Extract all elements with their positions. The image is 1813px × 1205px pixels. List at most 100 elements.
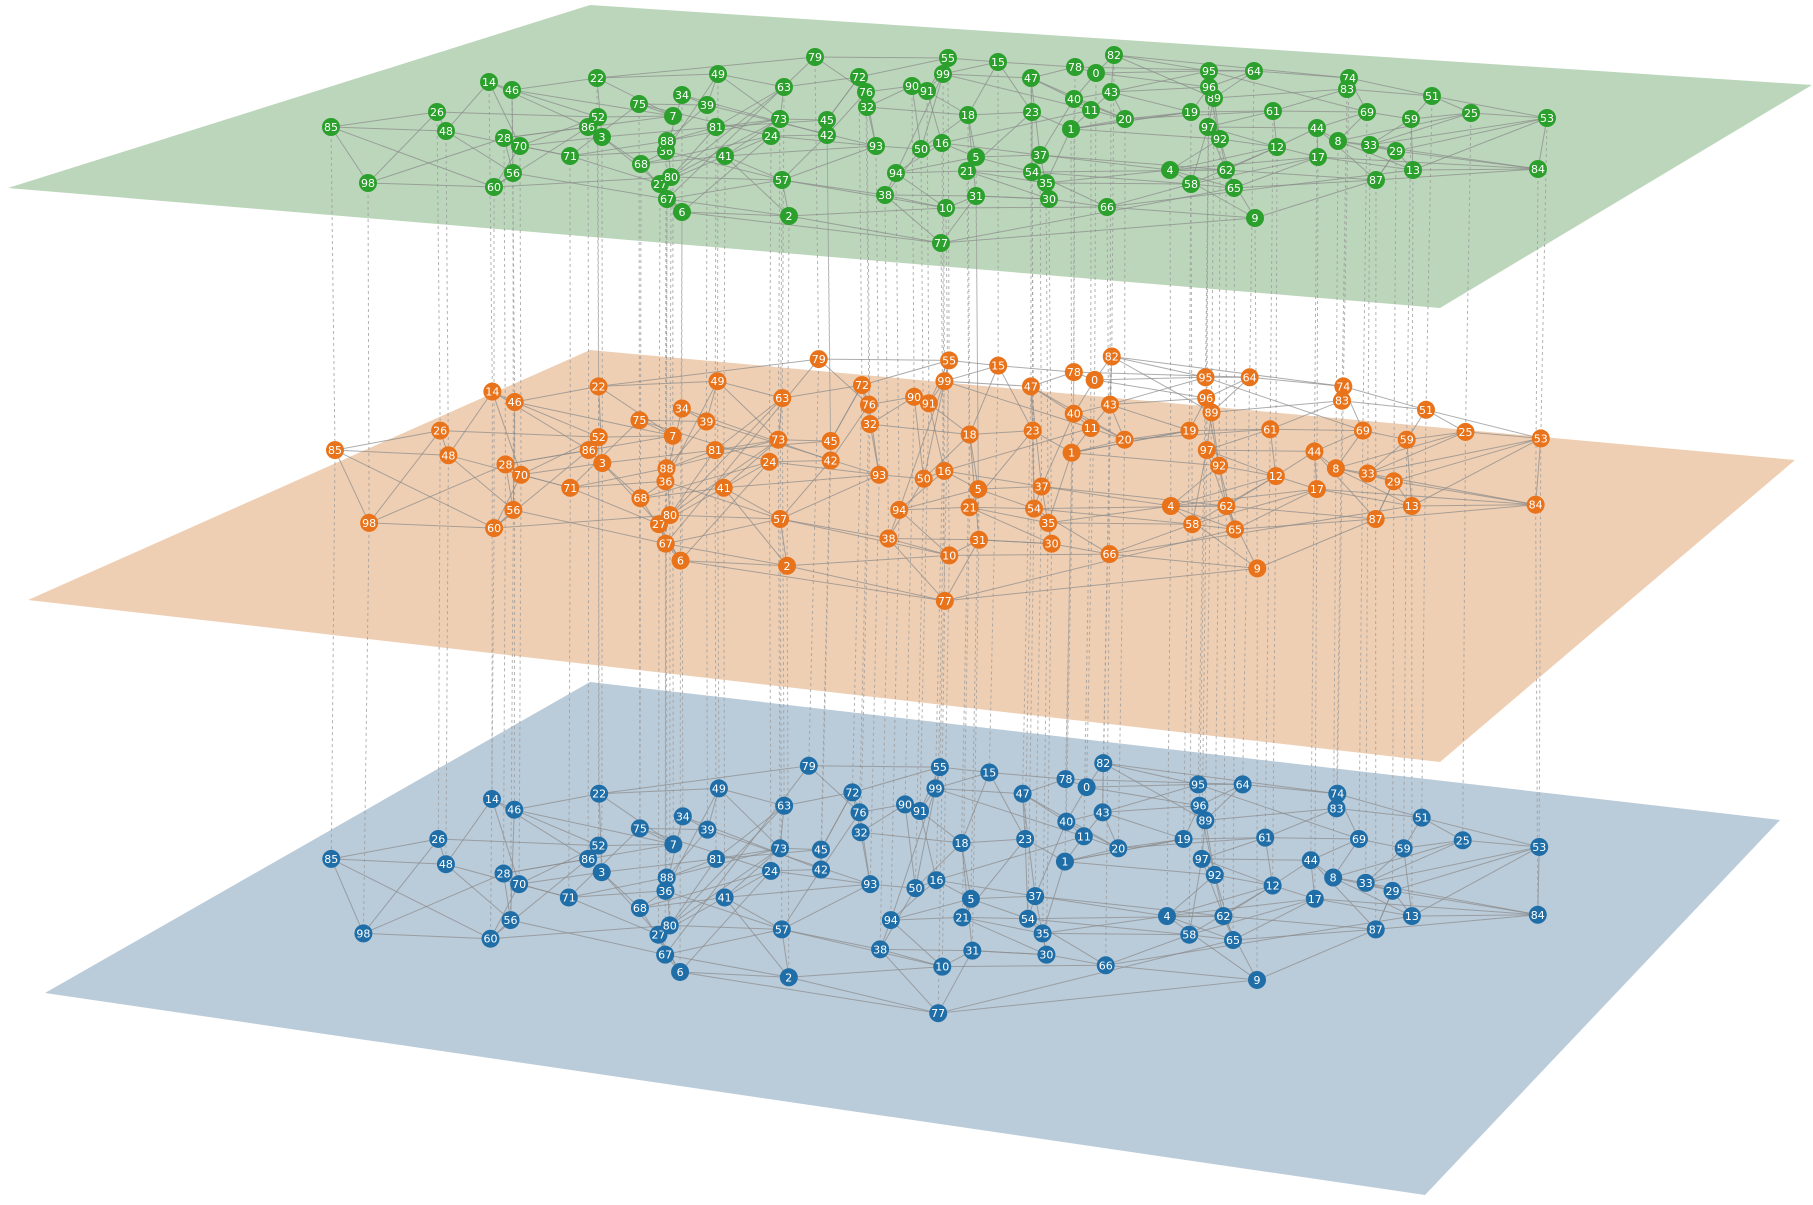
node-label: 96: [1192, 800, 1206, 813]
edge-middle-79-55: [819, 359, 949, 360]
node-label: 71: [563, 482, 577, 495]
node-label: 10: [942, 549, 956, 562]
node-middle-63: 63: [773, 389, 791, 407]
node-label: 46: [505, 84, 519, 97]
node-label: 85: [328, 444, 342, 457]
node-top-84: 84: [1529, 160, 1547, 178]
node-label: 73: [773, 113, 787, 126]
node-label: 71: [562, 891, 576, 904]
node-middle-83: 83: [1333, 392, 1351, 410]
node-label: 80: [663, 509, 677, 522]
node-bottom-31: 31: [963, 942, 981, 960]
node-label: 23: [1018, 833, 1032, 846]
node-top-11: 11: [1082, 101, 1100, 119]
node-bottom-98: 98: [354, 924, 372, 942]
node-label: 32: [863, 418, 877, 431]
node-top-96: 96: [1200, 78, 1218, 96]
node-top-9: 9: [1246, 209, 1264, 227]
node-middle-32: 32: [861, 415, 879, 433]
node-bottom-45: 45: [812, 841, 830, 859]
node-top-75: 75: [630, 95, 648, 113]
node-top-39: 39: [698, 96, 716, 114]
node-middle-19: 19: [1180, 422, 1198, 440]
node-middle-94: 94: [890, 501, 908, 519]
node-middle-8: 8: [1327, 459, 1345, 477]
edge-middle-15-78: [998, 366, 1074, 373]
node-label: 51: [1425, 90, 1439, 103]
node-label: 42: [824, 455, 838, 468]
node-label: 26: [433, 425, 447, 438]
node-middle-93: 93: [870, 466, 888, 484]
node-label: 28: [497, 868, 511, 881]
node-bottom-99: 99: [926, 779, 944, 797]
node-bottom-38: 38: [871, 940, 889, 958]
node-top-18: 18: [959, 106, 977, 124]
node-middle-25: 25: [1457, 423, 1475, 441]
node-label: 46: [507, 804, 521, 817]
node-label: 21: [963, 501, 977, 514]
node-label: 3: [599, 457, 606, 470]
node-label: 6: [679, 206, 686, 219]
node-label: 89: [1205, 406, 1219, 419]
node-label: 86: [581, 853, 595, 866]
node-bottom-54: 54: [1019, 910, 1037, 928]
node-top-47: 47: [1022, 69, 1040, 87]
node-bottom-39: 39: [698, 821, 716, 839]
node-middle-2: 2: [778, 557, 796, 575]
node-bottom-29: 29: [1384, 882, 1402, 900]
node-label: 60: [484, 933, 498, 946]
node-bottom-16: 16: [927, 871, 945, 889]
node-bottom-13: 13: [1403, 907, 1421, 925]
node-label: 31: [972, 534, 986, 547]
node-label: 79: [812, 353, 826, 366]
node-label: 59: [1397, 842, 1411, 855]
node-label: 2: [785, 971, 792, 984]
node-label: 88: [660, 872, 674, 885]
node-label: 84: [1531, 909, 1545, 922]
node-label: 85: [324, 121, 338, 134]
node-middle-70: 70: [512, 466, 530, 484]
node-label: 89: [1198, 814, 1212, 827]
node-label: 4: [1163, 910, 1170, 923]
node-label: 76: [852, 806, 866, 819]
node-label: 35: [1041, 517, 1055, 530]
node-label: 47: [1016, 788, 1030, 801]
node-label: 35: [1036, 927, 1050, 940]
node-label: 98: [361, 177, 375, 190]
node-bottom-25: 25: [1454, 831, 1472, 849]
node-label: 76: [859, 86, 873, 99]
node-middle-38: 38: [879, 530, 897, 548]
node-label: 8: [1332, 462, 1339, 475]
node-top-45: 45: [818, 111, 836, 129]
node-label: 78: [1067, 366, 1081, 379]
node-top-69: 69: [1358, 103, 1376, 121]
node-label: 51: [1415, 812, 1429, 825]
node-middle-11: 11: [1082, 419, 1100, 437]
node-top-66: 66: [1098, 198, 1116, 216]
node-label: 55: [933, 761, 947, 774]
node-bottom-63: 63: [775, 797, 793, 815]
node-label: 94: [889, 167, 903, 180]
node-top-55: 55: [939, 49, 957, 67]
node-top-46: 46: [503, 81, 521, 99]
node-label: 45: [814, 844, 828, 857]
node-middle-45: 45: [822, 432, 840, 450]
node-label: 50: [908, 882, 922, 895]
node-middle-5: 5: [969, 480, 987, 498]
node-label: 99: [928, 782, 942, 795]
node-bottom-21: 21: [953, 908, 971, 926]
node-bottom-85: 85: [322, 850, 340, 868]
node-label: 65: [1227, 182, 1241, 195]
node-label: 33: [1363, 139, 1377, 152]
node-label: 62: [1219, 164, 1233, 177]
node-label: 47: [1024, 380, 1038, 393]
node-middle-92: 92: [1210, 457, 1228, 475]
node-middle-33: 33: [1359, 465, 1377, 483]
node-label: 24: [764, 130, 778, 143]
node-middle-67: 67: [657, 535, 675, 553]
node-label: 78: [1059, 773, 1073, 786]
node-label: 45: [820, 114, 834, 127]
node-middle-46: 46: [506, 393, 524, 411]
node-label: 35: [1039, 177, 1053, 190]
edge-middle-89-83: [1212, 401, 1342, 413]
